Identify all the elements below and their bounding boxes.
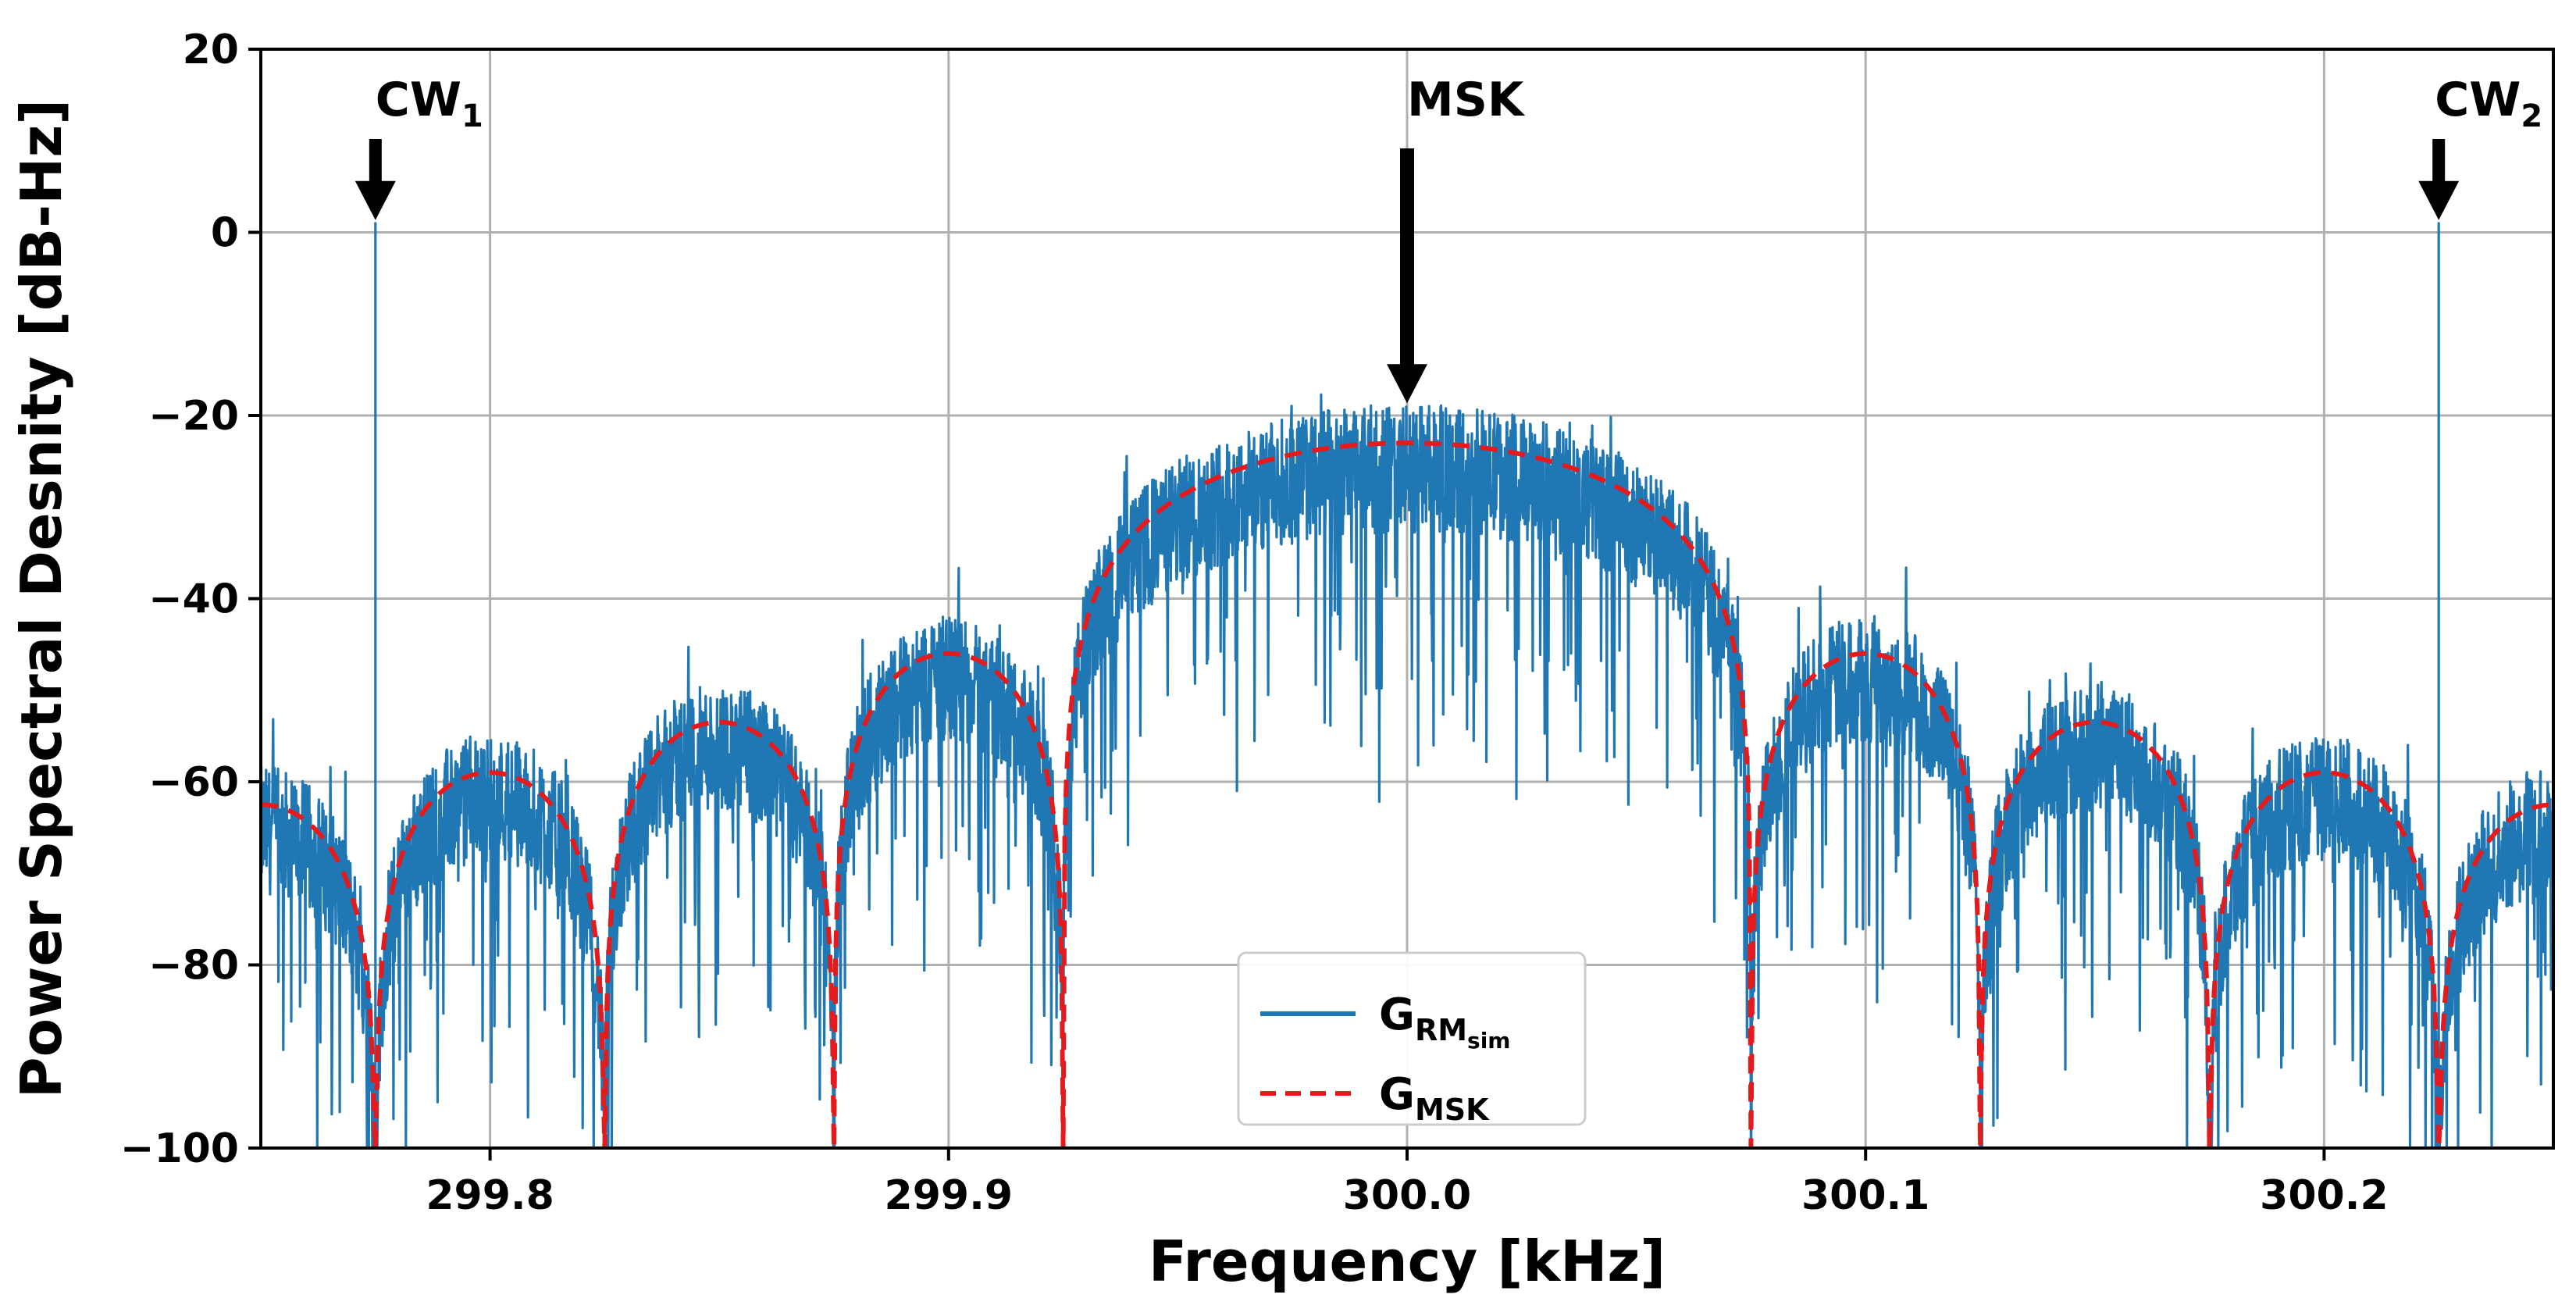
annotation-subscript: 2 xyxy=(2521,98,2542,134)
annotation-arrow-shaft xyxy=(1400,148,1414,366)
x-tick-label: 300.2 xyxy=(2260,1172,2388,1219)
annotation-subscript: 1 xyxy=(461,98,483,134)
y-tick-label: 0 xyxy=(211,210,239,257)
annotation-arrow-head xyxy=(1387,364,1427,404)
y-tick-label: 20 xyxy=(183,27,239,73)
axes: 299.8 299.9 300.0 300.1 300.2 20 0 −20 −40 −60 −80… xyxy=(9,27,2555,1294)
annotation-arrow-shaft xyxy=(369,139,382,183)
data-layer xyxy=(259,222,2555,1150)
legend-subscript: RM xyxy=(1415,1013,1467,1047)
x-tick-label: 300.1 xyxy=(1801,1172,1929,1219)
annotation-label-msk: MSK xyxy=(1407,73,1526,127)
legend-box xyxy=(1237,951,1587,1126)
series-g-msk xyxy=(261,440,2553,1149)
annotation-arrow-shaft xyxy=(2432,139,2446,183)
x-tick-label: 299.8 xyxy=(426,1172,554,1219)
y-axis-title: Power Spectral Desnity [dB-Hz] xyxy=(9,99,74,1098)
annotation-arrow-head xyxy=(2418,180,2460,220)
y-tick-label: −80 xyxy=(148,943,239,990)
x-axis-title: Frequency [kHz] xyxy=(1149,1228,1666,1294)
legend-subscript: MSK xyxy=(1415,1093,1490,1127)
y-tick-label: −40 xyxy=(148,576,239,623)
x-tick-label: 300.0 xyxy=(1343,1172,1471,1219)
y-tick-label: −60 xyxy=(148,759,239,806)
y-tick-label: −20 xyxy=(148,393,239,440)
x-tick-label: 299.9 xyxy=(885,1172,1013,1219)
legend-subsubscript: sim xyxy=(1467,1028,1510,1054)
annotation-arrow-head xyxy=(355,180,396,220)
series-g-rm-sim xyxy=(259,222,2555,1150)
y-tick-label: −100 xyxy=(120,1125,239,1172)
